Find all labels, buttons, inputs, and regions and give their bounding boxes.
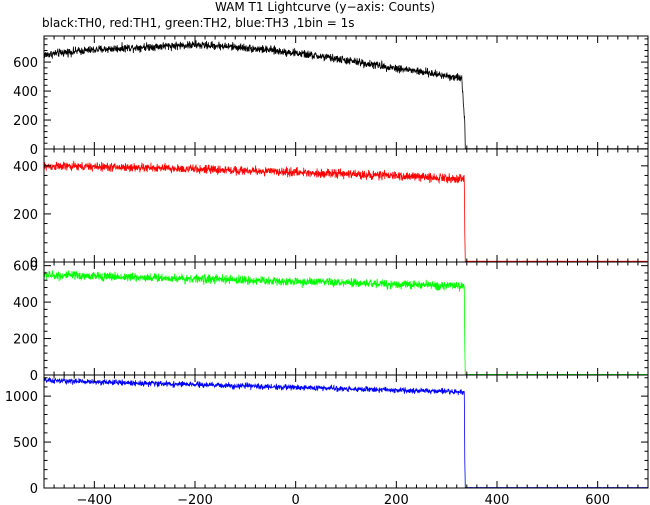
x-axis: −400 −200 0 200 400 600 (76, 493, 610, 505)
y-tick-label: 200 (13, 114, 38, 129)
x-tick-label: 200 (384, 493, 409, 505)
panel-frame (43, 35, 649, 150)
panel-th1: 0 200 400 (13, 148, 649, 271)
x-tick-label: −400 (76, 493, 112, 505)
series-line-th2 (43, 270, 649, 376)
y-tick-label: 400 (13, 296, 38, 311)
chart-title: WAM T1 Lightcurve (y−axis: Counts) (214, 0, 436, 14)
y-tick-label: 400 (13, 85, 38, 100)
y-tick-label: 400 (13, 160, 38, 175)
series-line-th1 (43, 160, 649, 262)
y-tick-label: 0 (30, 369, 38, 384)
y-tick-label: 0 (30, 143, 38, 158)
panel-th2: 0 200 400 600 (13, 260, 649, 384)
x-tick-label: 600 (585, 493, 610, 505)
panel-th0: 0 200 400 600 (13, 35, 649, 158)
panel-frame (43, 374, 649, 489)
y-tick-label: 200 (13, 333, 38, 348)
x-tick-label: 400 (485, 493, 510, 505)
y-tick-label: 1000 (5, 390, 38, 405)
y-tick-label: 600 (13, 56, 38, 71)
chart-subtitle: black:TH0, red:TH1, green:TH2, blue:TH3 … (42, 16, 355, 30)
series-line-th0 (43, 40, 648, 150)
y-tick-label: 0 (30, 482, 38, 497)
panel-frame (43, 261, 649, 376)
panel-th3: 0 500 1000 (5, 374, 649, 497)
y-tick-label: 600 (13, 260, 38, 275)
y-tick-label: 500 (13, 436, 38, 451)
series-line-th3 (43, 377, 649, 489)
x-tick-label: −200 (177, 493, 213, 505)
y-tick-label: 0 (30, 256, 38, 271)
x-tick-label: 0 (292, 493, 300, 505)
y-tick-label: 200 (13, 208, 38, 223)
